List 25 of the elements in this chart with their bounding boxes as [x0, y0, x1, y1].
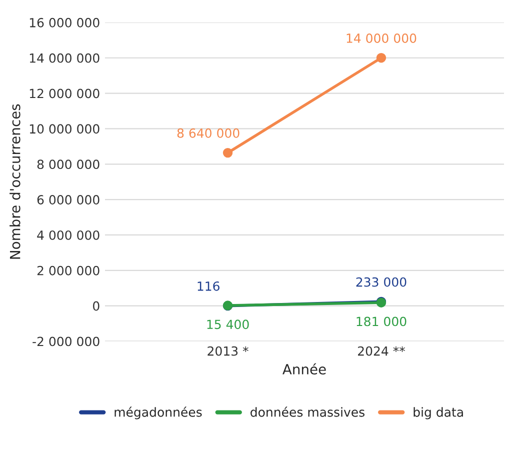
y-tick-label: 16 000 000	[30, 18, 100, 28]
legend-label: mégadonnées	[114, 406, 202, 420]
data-label: 14 000 000	[346, 33, 416, 43]
data-label: 233 000	[356, 277, 406, 287]
y-tick-label: 14 000 000	[30, 53, 100, 63]
x-tick-label: 2024 **	[358, 346, 405, 356]
point	[222, 148, 233, 158]
point	[376, 53, 386, 63]
x-tick-label: 2013 *	[208, 346, 248, 356]
data-label: 15 400	[207, 320, 249, 330]
legend-label: données massives	[250, 406, 364, 417]
y-tick-label: 0	[93, 301, 100, 311]
data-label: 181 000	[356, 316, 406, 326]
data-label: 116	[198, 281, 220, 291]
y-axis-title: Nombre d'occurrences	[10, 104, 20, 259]
y-tick-label: 4 000 000	[37, 230, 100, 240]
y-tick-label: 2 000 000	[37, 266, 100, 276]
y-tick-label: 6 000 000	[37, 195, 100, 204]
y-tick-label: 10 000 000	[30, 124, 100, 134]
data-label: 8 640 000	[177, 128, 240, 138]
y-tick-label: 12 000 000	[30, 88, 100, 98]
x-axis-title: Année	[282, 363, 326, 375]
y-tick-label: 8 000 000	[37, 160, 100, 170]
y-tick-label: -2 000 000	[32, 336, 100, 346]
legend-label: big data	[414, 407, 463, 420]
